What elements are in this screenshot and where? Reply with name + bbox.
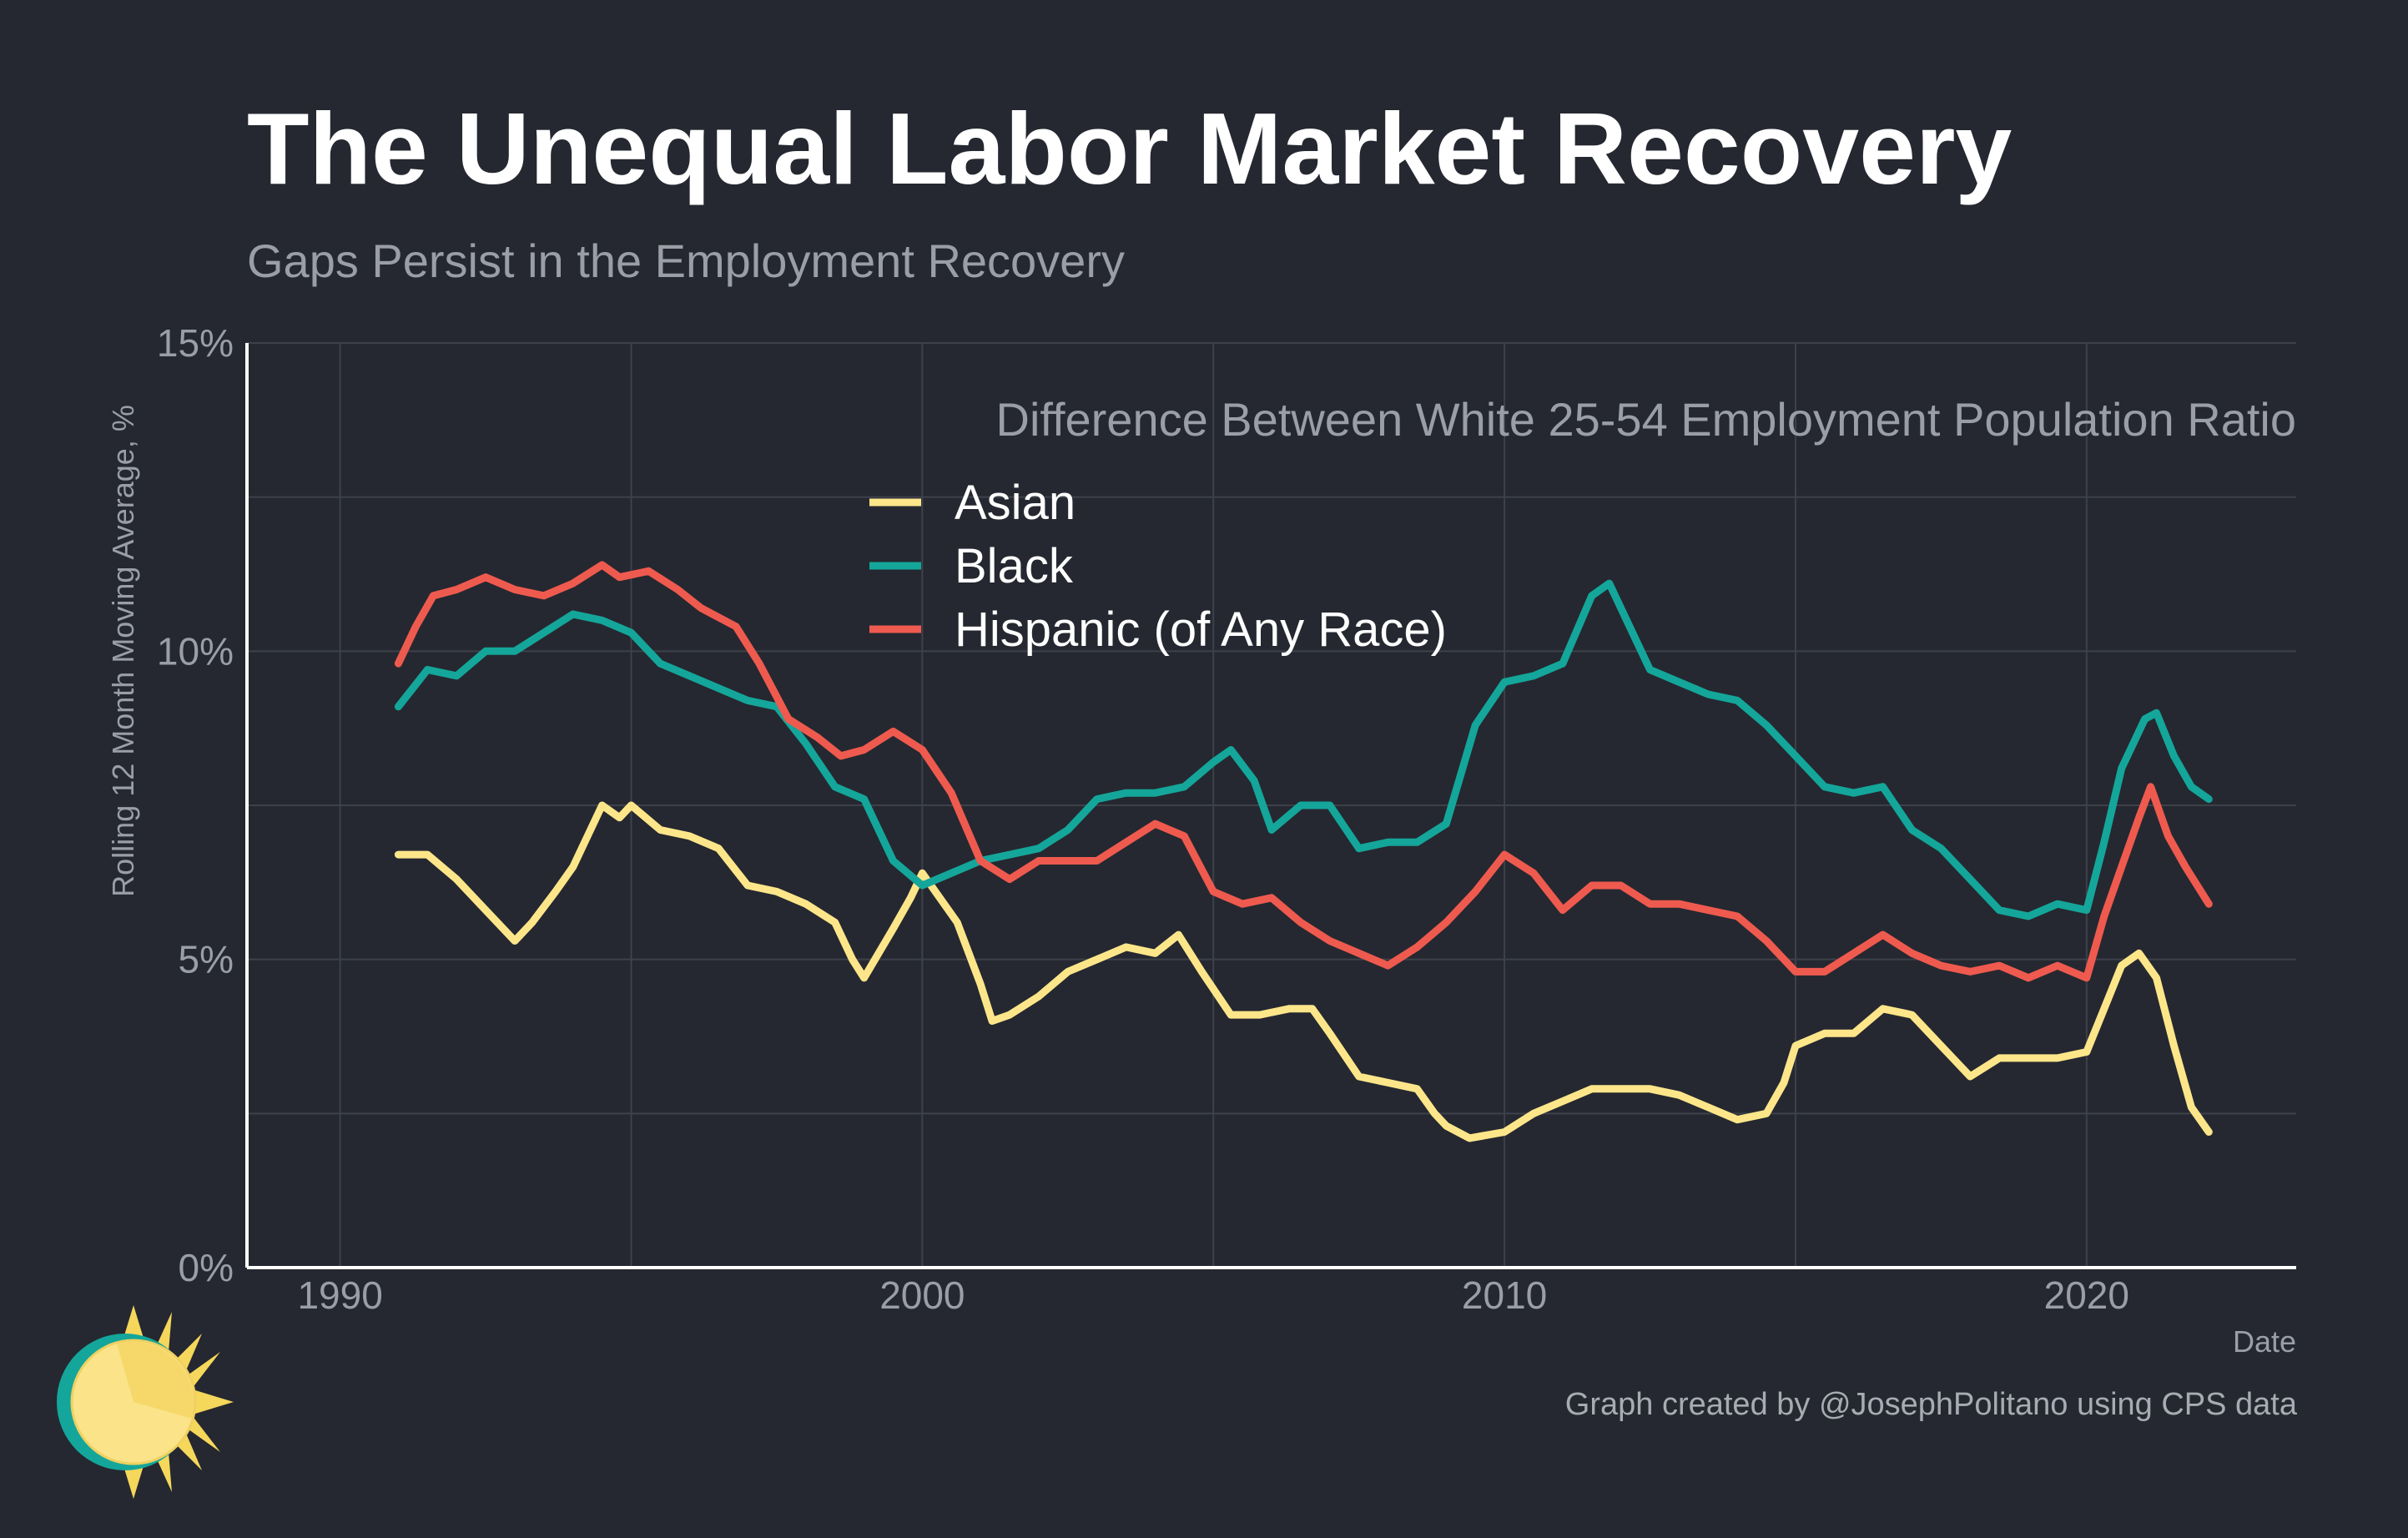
source-caption: Graph created by @JosephPolitano using C…	[1564, 1387, 2297, 1422]
y-tick-label: 0%	[179, 1246, 234, 1289]
y-tick-label: 10%	[157, 629, 234, 673]
series-line-hispanic	[394, 561, 2213, 982]
chart-title: The Unequal Labor Market Recovery	[247, 92, 2013, 205]
chart-subtitle: Gaps Persist in the Employment Recovery	[247, 234, 1125, 287]
axes	[245, 343, 2296, 1269]
legend-label: Black	[955, 539, 1074, 593]
legend-label: Hispanic (of Any Race)	[955, 603, 1447, 657]
legend-label: Asian	[955, 476, 1076, 530]
series-layer	[394, 561, 2213, 1142]
x-tick-label: 2010	[1462, 1273, 1547, 1317]
series-line-asian	[394, 801, 2213, 1142]
x-tick-label: 2020	[2044, 1273, 2129, 1317]
x-tick-label: 1990	[297, 1273, 382, 1317]
tick-labels: 0% 5% 10% 15% 1990 2000 2010 2020	[157, 321, 2129, 1317]
series-line-black	[394, 579, 2213, 920]
y-axis-label: Rolling 12 Month Moving Average, %	[106, 405, 140, 897]
x-axis-label: Date	[2233, 1324, 2296, 1359]
legend-title: Difference Between White 25-54 Employmen…	[996, 393, 2296, 446]
y-tick-label: 5%	[179, 938, 234, 981]
legend: Difference Between White 25-54 Employmen…	[869, 393, 2296, 657]
grid-lines	[247, 342, 2296, 1268]
y-tick-label: 15%	[157, 321, 234, 365]
x-tick-label: 2000	[879, 1273, 965, 1317]
sun-logo-icon	[57, 1305, 234, 1499]
